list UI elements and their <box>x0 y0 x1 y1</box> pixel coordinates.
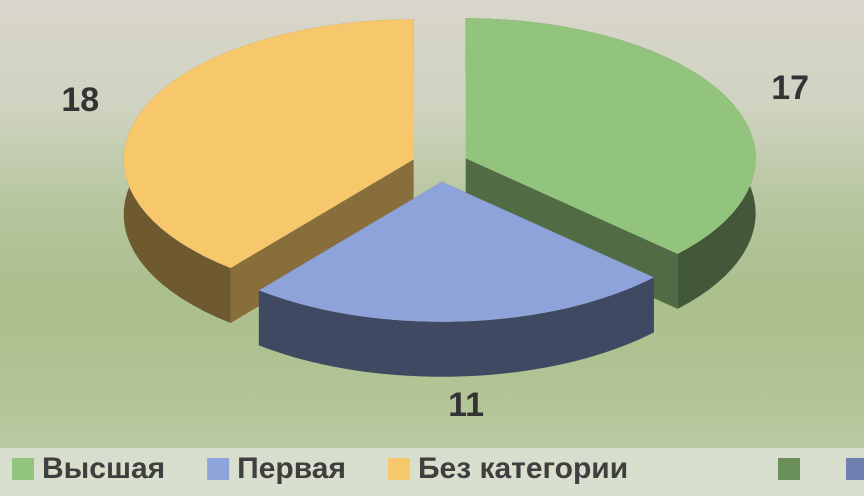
data-label: 17 <box>771 69 809 107</box>
legend-label: Первая <box>237 452 346 485</box>
legend-band <box>0 448 864 496</box>
slice <box>123 19 414 268</box>
slice-wall <box>258 277 654 377</box>
legend-swatch <box>207 458 230 480</box>
legend-swatch <box>387 458 410 480</box>
data-label: 18 <box>61 81 99 119</box>
legend-swatch-cut <box>846 458 864 480</box>
data-label: 11 <box>448 386 484 424</box>
legend-label: Без категории <box>418 452 628 485</box>
legend-swatch <box>12 458 34 480</box>
slice <box>258 181 654 322</box>
slice <box>465 18 756 254</box>
legend-swatch-cut <box>778 458 800 480</box>
legend-label: Высшая <box>42 452 165 485</box>
